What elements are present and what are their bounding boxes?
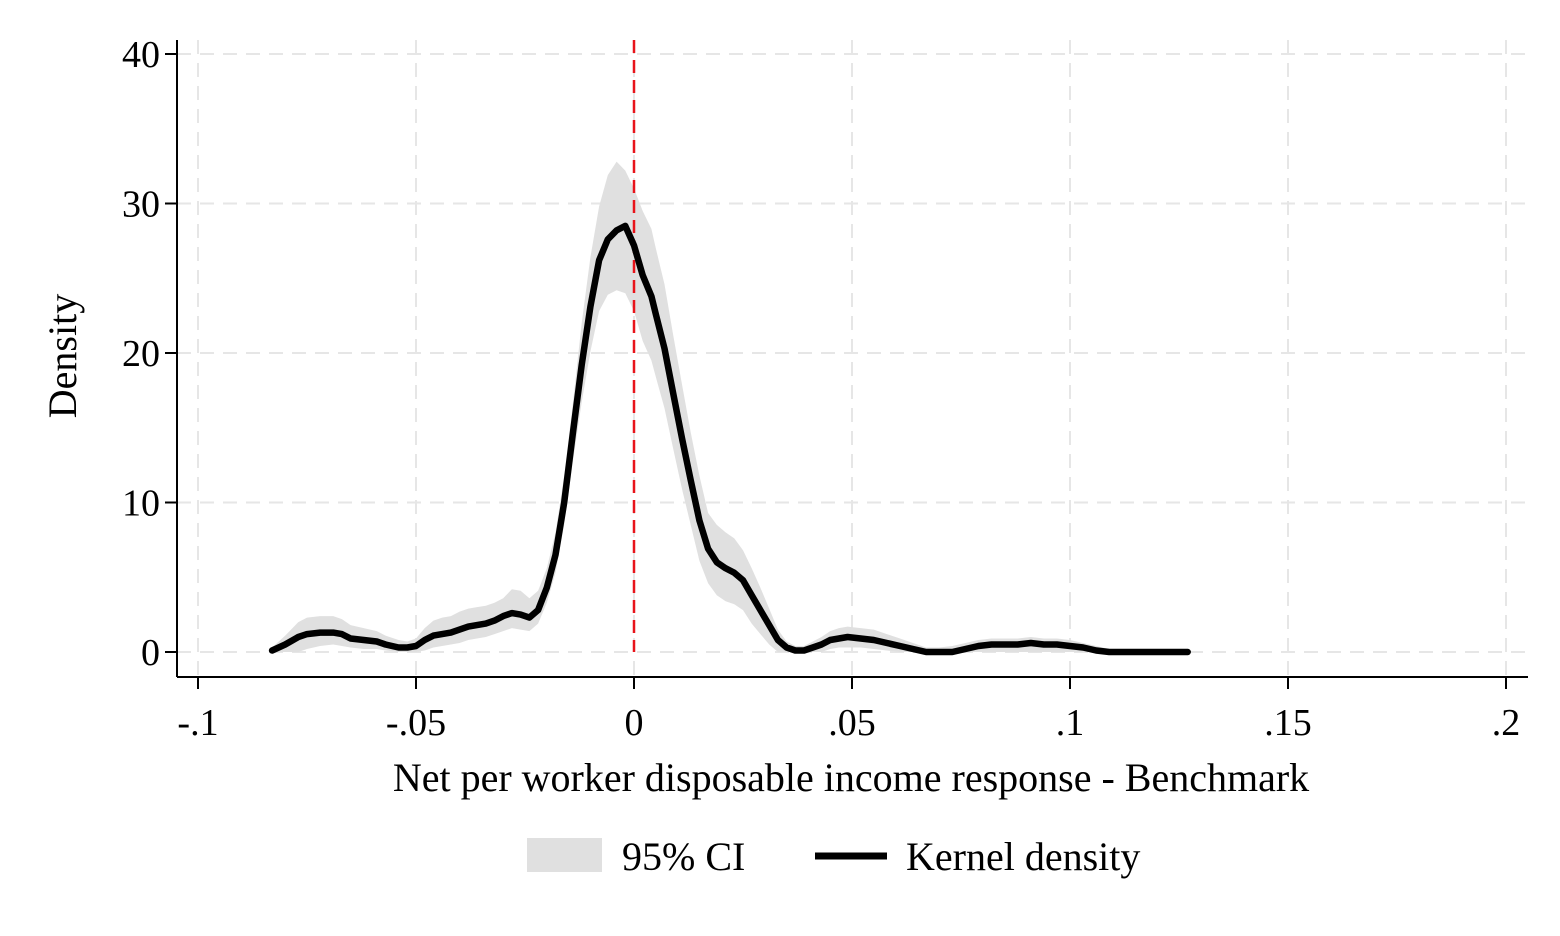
y-tick-label: 20	[122, 333, 160, 375]
x-tick-label: .1	[1056, 702, 1085, 744]
ci-band-layer	[272, 161, 1188, 652]
kernel-density-line	[268, 222, 1191, 656]
y-tick-label: 0	[141, 632, 160, 674]
x-axis-title: Net per worker disposable income respons…	[393, 755, 1309, 800]
axes	[165, 40, 1528, 689]
x-tick-label: .15	[1264, 702, 1312, 744]
ci-band	[272, 161, 1188, 652]
x-tick-label: .2	[1492, 702, 1521, 744]
tick-labels: 0 10 20 30 40 -.1 -.05 0 .05 .1 .15 .2	[122, 34, 1520, 744]
x-tick-label: -.1	[177, 702, 218, 744]
y-axis-title: Density	[40, 294, 85, 418]
y-tick-label: 30	[122, 184, 160, 226]
y-tick-label: 10	[122, 483, 160, 525]
legend-swatch-ci	[527, 838, 602, 872]
x-tick-label: 0	[625, 702, 644, 744]
legend-label-density: Kernel density	[906, 834, 1140, 879]
y-tick-label: 40	[122, 34, 160, 76]
legend-label-ci: 95% CI	[622, 834, 745, 879]
density-line-layer	[268, 222, 1191, 656]
x-tick-label: .05	[828, 702, 876, 744]
legend: 95% CI Kernel density	[527, 834, 1140, 879]
x-tick-label: -.05	[386, 702, 446, 744]
gridlines	[177, 40, 1528, 677]
